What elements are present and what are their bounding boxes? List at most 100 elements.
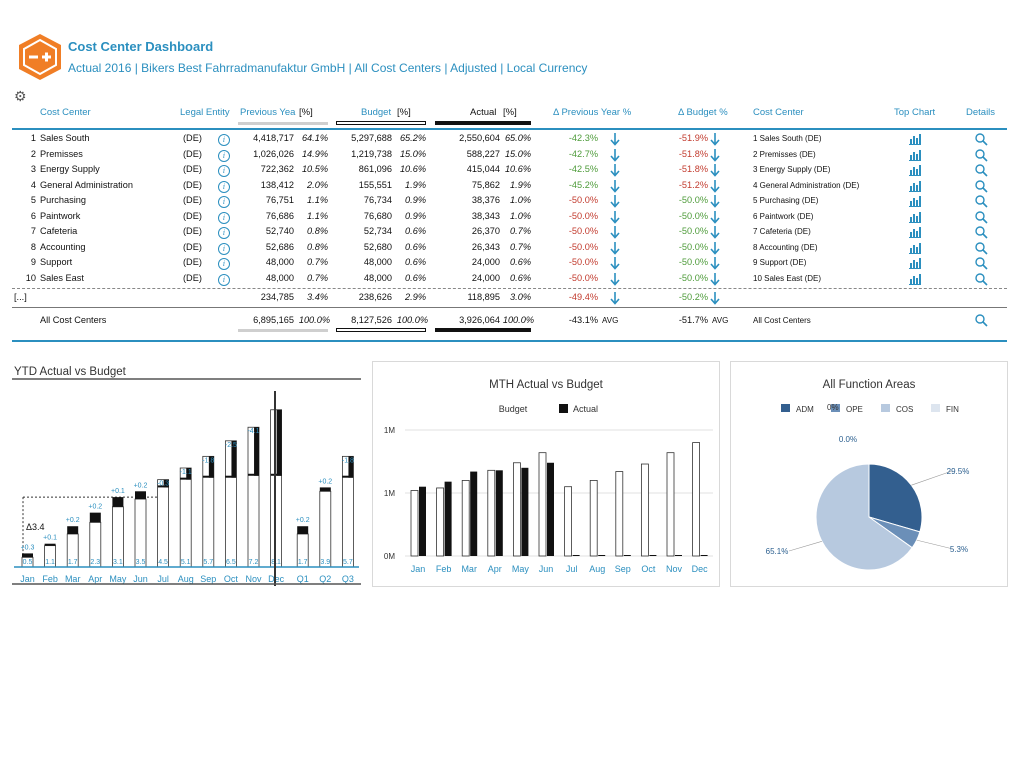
- row-cost-center-label[interactable]: 3 Energy Supply (DE): [753, 165, 831, 174]
- magnifier-icon[interactable]: [975, 314, 988, 329]
- magnifier-icon[interactable]: [975, 164, 988, 179]
- info-icon[interactable]: i: [218, 180, 230, 193]
- row-cost-center-name[interactable]: General Administration: [40, 179, 133, 190]
- magnifier-icon[interactable]: [975, 148, 988, 164]
- mth-budget-bar: [640, 463, 649, 557]
- row-cost-center-label[interactable]: 2 Premisses (DE): [753, 149, 816, 159]
- info-icon[interactable]: i: [218, 242, 230, 255]
- row-index: 10: [25, 272, 36, 283]
- py-header-bar: [238, 122, 328, 125]
- mth-budget-bar: [487, 469, 496, 557]
- magnifier-icon[interactable]: [975, 179, 988, 195]
- others-actual-pct: 3.0%: [510, 292, 531, 302]
- ytd-bar-label: 5.7: [203, 559, 213, 566]
- magnifier-icon[interactable]: [975, 241, 988, 257]
- gear-icon[interactable]: ⚙: [14, 88, 27, 104]
- magnifier-icon[interactable]: [975, 195, 988, 210]
- bar-chart-icon[interactable]: [909, 242, 921, 256]
- bar-chart-icon[interactable]: [909, 180, 921, 194]
- bar-chart-icon[interactable]: [909, 165, 921, 178]
- mth-budget-bar: [410, 490, 419, 557]
- info-icon[interactable]: i: [218, 258, 230, 270]
- mth-x-tick-label: Jun: [539, 564, 554, 574]
- table-row: 10 Sales East (DE) i 48,000 0.7% 48,000 0.6% 24,…: [12, 272, 1007, 288]
- ytd-variance-block: [231, 440, 237, 478]
- pie-leader-line: [911, 470, 953, 486]
- mth-chart-title: MTH Actual vs Budget: [489, 379, 604, 391]
- table-row: 9 Support (DE) i 48,000 0.7% 48,000 0.6% 24,000 0…: [12, 257, 1007, 272]
- bar-chart-icon[interactable]: [909, 149, 921, 163]
- row-budget-pct: 0.6%: [405, 241, 426, 252]
- col-delta-previous-year[interactable]: Δ Previous Year %: [553, 107, 632, 118]
- row-cost-center-label[interactable]: 9 Support (DE): [753, 258, 807, 267]
- mth-actual-bar: [495, 470, 503, 556]
- col-previous-year[interactable]: Previous Yea: [240, 107, 296, 118]
- row-cost-center-label[interactable]: 5 Purchasing (DE): [753, 196, 819, 205]
- row-cost-center-name[interactable]: Premisses: [40, 148, 83, 159]
- info-icon[interactable]: i: [218, 149, 230, 162]
- bar-chart-icon[interactable]: [909, 227, 921, 240]
- col-delta-budget[interactable]: Δ Budget %: [678, 107, 728, 118]
- row-index: 2: [30, 148, 36, 159]
- row-cost-center-name[interactable]: Cafeteria: [40, 226, 78, 236]
- magnifier-icon[interactable]: [975, 272, 988, 288]
- mth-budget-bar: [564, 486, 573, 557]
- page-subtitle: Actual 2016 | Bikers Best Fahrradmanufak…: [68, 61, 588, 75]
- row-cost-center-label[interactable]: 6 Paintwork (DE): [753, 211, 814, 221]
- ytd-actual-bar: [297, 526, 309, 534]
- row-budget-pct: 0.6%: [405, 257, 426, 267]
- magnifier-icon[interactable]: [975, 133, 988, 148]
- info-icon[interactable]: i: [218, 196, 230, 208]
- ytd-x-tick-label: Jan: [20, 574, 35, 584]
- down-arrow-icon: [610, 148, 620, 164]
- bar-chart-icon[interactable]: [909, 196, 921, 209]
- row-cost-center-label[interactable]: 1 Sales South (DE): [753, 134, 822, 143]
- pie-slice: [815, 463, 913, 571]
- row-cost-center-name[interactable]: Support: [40, 257, 73, 267]
- row-cost-center-name[interactable]: Energy Supply: [40, 164, 100, 174]
- info-icon[interactable]: i: [218, 165, 230, 177]
- magnifier-icon[interactable]: [975, 257, 988, 272]
- bar-chart-icon[interactable]: [909, 258, 921, 271]
- info-icon[interactable]: i: [218, 211, 230, 224]
- total-cost-center-label[interactable]: All Cost Centers: [753, 316, 811, 325]
- ytd-bar-label: 1.1: [45, 559, 55, 566]
- ytd-actual-marker: [157, 485, 169, 488]
- down-arrow-icon: [710, 195, 720, 210]
- table-top-line: [12, 128, 1007, 130]
- magnifier-icon[interactable]: [975, 210, 988, 226]
- magnifier-icon[interactable]: [975, 226, 988, 241]
- row-cost-center-name[interactable]: Sales South: [40, 133, 90, 143]
- col-cost-center-2[interactable]: Cost Center: [753, 107, 804, 118]
- total-label[interactable]: All Cost Centers: [40, 315, 107, 325]
- row-actual: 38,343: [471, 210, 500, 221]
- down-arrow-icon: [610, 164, 620, 179]
- col-budget[interactable]: Budget: [361, 107, 392, 118]
- row-cost-center-name[interactable]: Purchasing: [40, 195, 86, 205]
- row-legal-entity: (DE): [183, 179, 202, 190]
- row-cost-center-name[interactable]: Sales East: [40, 272, 84, 283]
- bar-chart-icon[interactable]: [909, 273, 921, 287]
- row-cost-center-label[interactable]: 8 Accounting (DE): [753, 242, 818, 252]
- row-cost-center-name[interactable]: Accounting: [40, 241, 86, 252]
- bar-chart-icon[interactable]: [909, 134, 921, 147]
- total-separator: [12, 307, 1007, 308]
- col-legal-entity[interactable]: Legal Entity: [180, 107, 230, 118]
- down-arrow-icon: [710, 226, 720, 241]
- mth-x-tick-label: Nov: [666, 564, 683, 574]
- row-cost-center-label[interactable]: 10 Sales East (DE): [753, 273, 822, 283]
- col-cost-center[interactable]: Cost Center: [40, 107, 91, 118]
- row-cost-center-label[interactable]: 4 General Administration (DE): [753, 180, 860, 190]
- row-cost-center-label[interactable]: 7 Cafeteria (DE): [753, 227, 811, 236]
- bar-chart-icon[interactable]: [909, 211, 921, 225]
- info-icon[interactable]: i: [218, 227, 230, 239]
- info-icon[interactable]: i: [218, 134, 230, 146]
- mth-actual-bar: [419, 486, 426, 556]
- row-cost-center-name[interactable]: Paintwork: [40, 210, 81, 221]
- others-row: [...] 234,785 3.4% 238,626 2.9% 118,895 3.0% -4…: [12, 292, 1007, 307]
- others-label[interactable]: [...]: [14, 292, 27, 302]
- col-actual[interactable]: Actual: [470, 107, 497, 118]
- info-icon[interactable]: i: [218, 273, 230, 286]
- ytd-actual-bar: [44, 543, 56, 546]
- row-legal-entity: (DE): [183, 133, 202, 143]
